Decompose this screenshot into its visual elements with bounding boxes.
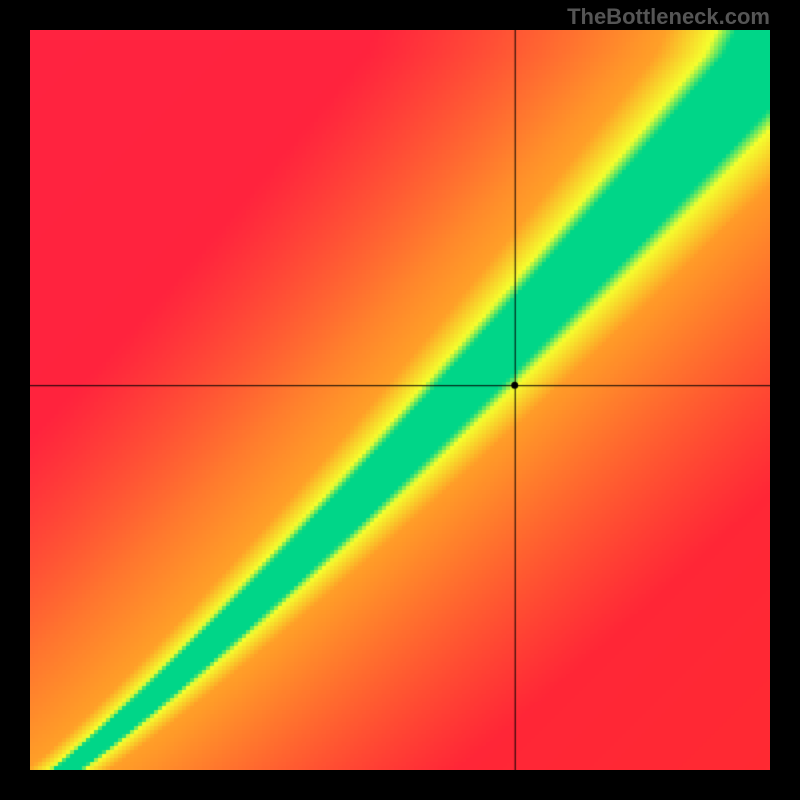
watermark-text: TheBottleneck.com bbox=[567, 4, 770, 30]
heatmap-plot bbox=[30, 30, 770, 770]
heatmap-canvas bbox=[30, 30, 770, 770]
